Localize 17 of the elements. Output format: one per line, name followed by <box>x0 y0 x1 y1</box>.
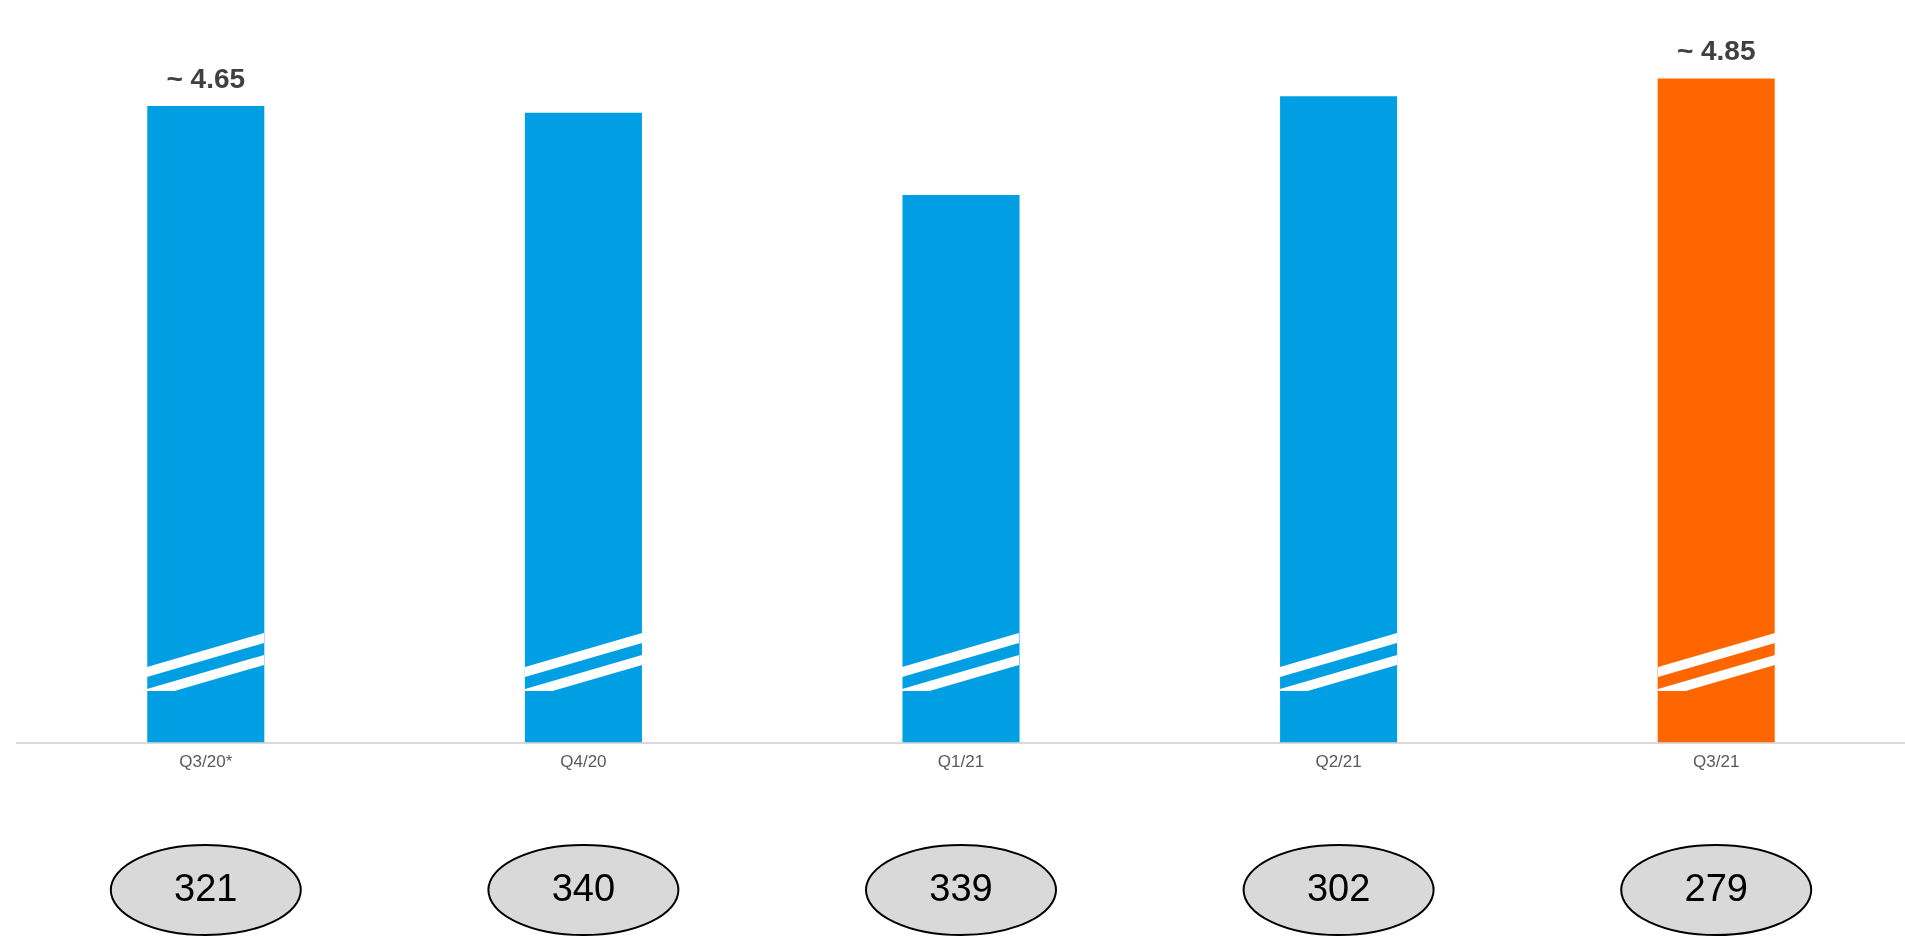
x-tick-label: Q3/20* <box>179 752 233 772</box>
text: 279 <box>1684 867 1748 910</box>
x-tick-label: Q2/21 <box>1315 752 1362 772</box>
x-tick-label: Q1/21 <box>937 752 985 772</box>
text: 302 <box>1306 867 1371 910</box>
bar <box>1657 78 1775 743</box>
x-tick-label: Q4/20 <box>560 752 607 772</box>
bar <box>902 194 1020 743</box>
bar <box>524 112 642 743</box>
text: 339 <box>929 867 993 910</box>
data-label: ~ 4.65 <box>166 62 246 94</box>
text: 321 <box>174 867 238 910</box>
bar <box>147 105 265 743</box>
data-label: ~ 4.85 <box>1676 35 1756 67</box>
x-tick-label: Q3/21 <box>1693 752 1740 772</box>
bar <box>1280 96 1398 743</box>
text: 340 <box>551 867 616 910</box>
